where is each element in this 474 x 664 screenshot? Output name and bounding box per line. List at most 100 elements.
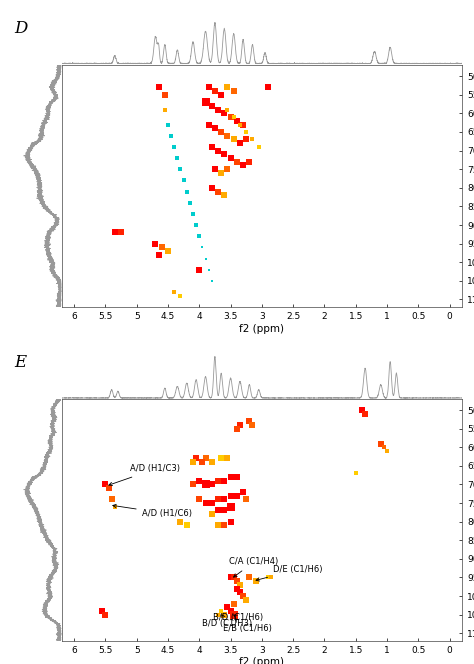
Point [183, 186, 191, 197]
Point [177, 290, 184, 301]
Point [230, 598, 237, 609]
Point [189, 208, 197, 219]
Point [171, 287, 178, 297]
Point [380, 442, 388, 453]
Point [246, 157, 253, 167]
Point [361, 408, 369, 419]
Point [164, 246, 172, 256]
Point [246, 416, 253, 426]
Point [227, 153, 234, 163]
Point [224, 164, 231, 175]
Point [233, 576, 241, 586]
Point [230, 134, 237, 145]
Point [264, 82, 272, 92]
Text: D: D [15, 21, 28, 37]
X-axis label: f2 (ppm): f2 (ppm) [239, 657, 284, 664]
Point [220, 108, 228, 119]
Point [158, 242, 165, 253]
Point [211, 164, 219, 175]
Point [152, 238, 159, 249]
Point [230, 86, 237, 96]
Point [111, 501, 118, 512]
Point [186, 197, 194, 208]
Point [101, 610, 109, 620]
Point [164, 120, 172, 130]
Point [239, 160, 247, 171]
Point [214, 145, 222, 156]
Point [224, 602, 231, 613]
Point [208, 479, 216, 490]
Point [199, 242, 206, 253]
Point [224, 453, 231, 463]
Point [233, 490, 241, 501]
Point [208, 498, 216, 509]
Point [195, 231, 203, 242]
Point [224, 104, 231, 115]
Point [236, 120, 244, 130]
Point [111, 227, 118, 238]
Text: D/E (C1/H6): D/E (C1/H6) [256, 565, 323, 581]
Point [239, 591, 247, 602]
Point [267, 572, 275, 583]
Point [208, 101, 216, 112]
Point [173, 153, 181, 163]
Point [236, 580, 244, 590]
Point [227, 606, 234, 616]
Point [199, 457, 206, 467]
Point [192, 220, 200, 230]
Point [227, 572, 234, 583]
Point [161, 90, 169, 100]
Point [230, 572, 237, 583]
Point [383, 446, 391, 456]
Point [214, 520, 222, 531]
Point [218, 127, 225, 137]
Point [161, 104, 169, 115]
Point [101, 479, 109, 490]
Point [230, 610, 237, 620]
Point [195, 264, 203, 275]
Point [218, 90, 225, 100]
Point [205, 264, 212, 275]
Point [233, 157, 241, 167]
Point [208, 141, 216, 152]
Point [377, 438, 384, 449]
Point [246, 572, 253, 583]
Point [255, 141, 263, 152]
Text: C/A (C1/H4): C/A (C1/H4) [229, 558, 279, 577]
Point [205, 82, 212, 92]
Point [218, 453, 225, 463]
Point [167, 130, 175, 141]
Point [220, 505, 228, 516]
Point [236, 587, 244, 598]
Point [224, 82, 231, 92]
Text: B/D (C1/H6): B/D (C1/H6) [213, 614, 263, 622]
Point [208, 457, 216, 467]
Point [230, 112, 237, 122]
Point [242, 494, 250, 505]
Point [99, 606, 106, 616]
Point [249, 420, 256, 430]
Point [239, 487, 247, 497]
Text: E/B (C1/H6): E/B (C1/H6) [223, 619, 272, 633]
Point [227, 517, 234, 527]
Point [220, 190, 228, 201]
Point [108, 494, 116, 505]
Point [214, 475, 222, 486]
Point [218, 167, 225, 178]
Point [214, 505, 222, 516]
Point [220, 494, 228, 505]
Point [214, 494, 222, 505]
Point [195, 475, 203, 486]
Point [233, 116, 241, 126]
Point [171, 141, 178, 152]
Point [236, 138, 244, 149]
Point [352, 468, 360, 479]
Point [202, 253, 210, 264]
Point [177, 517, 184, 527]
Point [242, 594, 250, 605]
Point [358, 404, 366, 415]
Point [227, 112, 234, 122]
Point [224, 130, 231, 141]
Point [220, 610, 228, 620]
Point [177, 164, 184, 175]
